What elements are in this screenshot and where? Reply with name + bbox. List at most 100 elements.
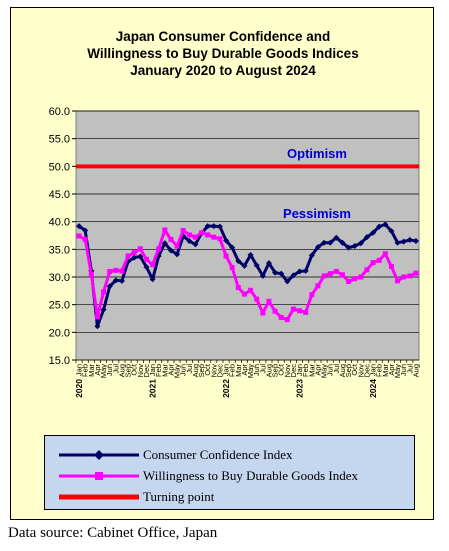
point-durable-goods <box>131 250 137 256</box>
x-month-label: Jul <box>405 364 414 374</box>
point-durable-goods <box>370 260 376 266</box>
y-tick-label: 15.0 <box>49 355 70 367</box>
point-durable-goods <box>82 236 88 242</box>
point-durable-goods <box>88 271 94 277</box>
y-tick-label: 45.0 <box>49 189 70 201</box>
point-durable-goods <box>119 268 125 274</box>
point-durable-goods <box>278 314 284 320</box>
point-consumer-confidence <box>265 260 272 267</box>
point-durable-goods <box>346 278 352 284</box>
point-durable-goods <box>266 298 272 304</box>
x-month-label: Mar <box>307 364 316 377</box>
legend: Consumer Confidence Index Willingness to… <box>44 435 415 510</box>
x-month-label: Nov <box>209 364 218 378</box>
point-consumer-confidence <box>278 270 285 277</box>
point-durable-goods <box>192 234 198 240</box>
point-durable-goods <box>290 306 296 312</box>
point-consumer-confidence <box>100 306 107 313</box>
point-consumer-confidence <box>345 244 352 251</box>
x-month-label: Apr <box>387 363 396 375</box>
x-month-label: Jun <box>105 364 114 376</box>
point-durable-goods <box>211 234 217 240</box>
legend-swatch-turning-point <box>59 494 139 500</box>
point-durable-goods <box>382 251 388 257</box>
point-consumer-confidence <box>363 234 370 241</box>
y-tick-label: 30.0 <box>49 272 70 284</box>
x-year-label: 2023 <box>295 379 305 398</box>
x-month-label: Dec <box>215 364 224 378</box>
point-consumer-confidence <box>192 241 199 248</box>
x-month-label: Jan <box>148 364 157 376</box>
point-consumer-confidence <box>241 262 248 269</box>
x-month-label: Jun <box>326 364 335 376</box>
point-durable-goods <box>358 274 364 280</box>
point-durable-goods <box>143 256 149 262</box>
x-month-label: Feb <box>81 364 90 377</box>
x-month-label: Aug <box>191 364 200 377</box>
point-consumer-confidence <box>339 239 346 246</box>
point-durable-goods <box>284 317 290 323</box>
point-consumer-confidence <box>149 276 156 283</box>
chart-title: Japan Consumer Confidence and Willingnes… <box>11 28 435 79</box>
legend-label-turning-point: Turning point <box>143 489 215 504</box>
point-durable-goods <box>113 267 119 273</box>
point-durable-goods <box>248 287 254 293</box>
x-month-label: Mar <box>160 364 169 377</box>
point-durable-goods <box>125 253 131 259</box>
point-consumer-confidence <box>167 247 174 254</box>
x-month-label: Feb <box>228 364 237 377</box>
chart-title-line-1: Japan Consumer Confidence and <box>115 29 331 44</box>
point-durable-goods <box>254 296 260 302</box>
point-consumer-confidence <box>94 323 101 330</box>
point-durable-goods <box>297 308 303 314</box>
point-consumer-confidence <box>351 243 358 250</box>
x-month-label: Jul <box>111 364 120 374</box>
x-month-label: May <box>320 364 329 378</box>
x-month-label: Aug <box>264 364 273 377</box>
y-tick-label: 60.0 <box>49 106 70 118</box>
point-durable-goods <box>260 310 266 316</box>
annotation-optimism: Optimism <box>287 146 347 161</box>
point-durable-goods <box>76 233 82 239</box>
point-consumer-confidence <box>204 223 211 230</box>
x-month-label: Jan <box>369 364 378 376</box>
x-month-label: Jul <box>258 364 267 374</box>
x-month-label: Oct <box>130 363 139 376</box>
chart-frame: 15.0 20.0 25.0 30.0 35.0 40.0 45.0 50.0 55.0 60.0… <box>10 7 434 520</box>
point-consumer-confidence <box>394 239 401 246</box>
point-durable-goods <box>303 309 309 315</box>
chart-plot-svg: 15.0 20.0 25.0 30.0 35.0 40.0 45.0 50.0 55.0 60.0… <box>49 106 421 398</box>
x-month-label: Apr <box>313 363 322 375</box>
point-consumer-confidence <box>223 237 230 244</box>
x-month-label: Oct <box>277 363 286 376</box>
point-consumer-confidence <box>284 278 291 285</box>
point-durable-goods <box>376 257 382 263</box>
x-year-label: 2022 <box>221 379 231 398</box>
x-month-label: Jul <box>185 364 194 374</box>
x-month-label: Feb <box>375 364 384 377</box>
point-consumer-confidence <box>253 262 260 269</box>
x-year-label: 2024 <box>368 379 378 398</box>
x-month-label: Sep <box>197 364 206 377</box>
point-durable-goods <box>217 236 223 242</box>
x-month-label: May <box>246 364 255 378</box>
x-month-label: Sep <box>124 364 133 377</box>
point-durable-goods <box>186 232 192 238</box>
point-durable-goods <box>150 262 156 268</box>
point-durable-goods <box>94 314 100 320</box>
point-consumer-confidence <box>333 234 340 241</box>
point-consumer-confidence <box>314 244 321 251</box>
x-month-label: Dec <box>289 364 298 378</box>
x-month-label: Oct <box>350 363 359 376</box>
point-consumer-confidence <box>76 223 83 230</box>
point-consumer-confidence <box>131 254 138 261</box>
x-month-label: Apr <box>240 363 249 375</box>
point-consumer-confidence <box>406 236 413 243</box>
point-consumer-confidence <box>247 251 254 258</box>
point-consumer-confidence <box>143 264 150 271</box>
legend-swatch-consumer-confidence <box>59 450 139 460</box>
point-durable-goods <box>107 268 113 274</box>
point-durable-goods <box>339 272 345 278</box>
point-durable-goods <box>395 278 401 284</box>
x-month-label: Nov <box>136 364 145 378</box>
